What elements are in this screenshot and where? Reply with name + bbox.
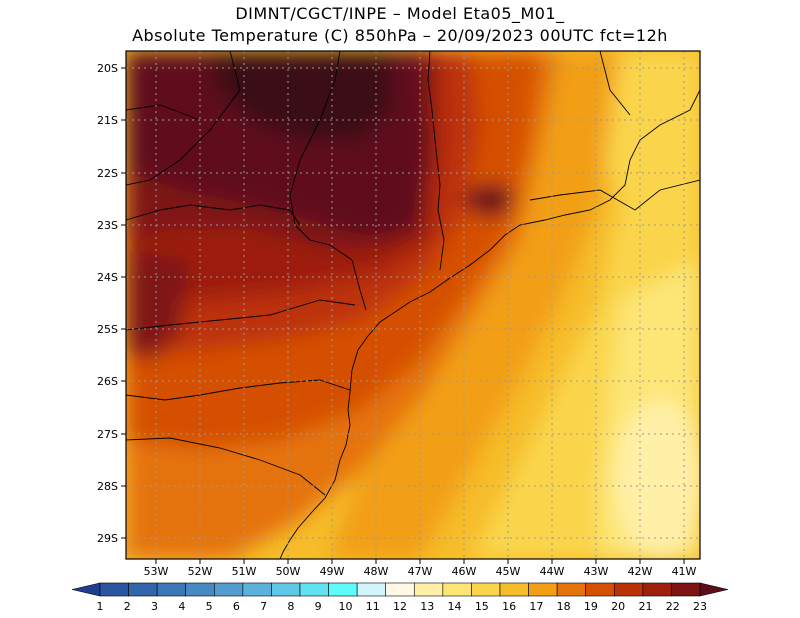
colorbar-label: 5 (206, 600, 213, 613)
colorbar-cell (471, 582, 501, 597)
colorbar-cell (385, 582, 415, 597)
colorbar-cell (528, 582, 558, 597)
colorbar-cell (442, 582, 472, 597)
lon-label: 45W (496, 565, 521, 578)
lon-label: 48W (364, 565, 389, 578)
lon-label: 49W (320, 565, 345, 578)
colorbar-cell (356, 582, 387, 597)
colorbar-label: 12 (393, 600, 407, 613)
lon-label: 46W (452, 565, 477, 578)
lat-label: 20S (97, 62, 118, 75)
title-line-2: Absolute Temperature (C) 850hPa – 20/09/… (132, 26, 668, 45)
colorbar-label: 1 (97, 600, 104, 613)
lon-label: 41W (672, 565, 697, 578)
lat-label: 29S (97, 532, 118, 545)
plot-frame (125, 50, 701, 560)
lat-label: 21S (97, 114, 118, 127)
colorbar-label: 21 (638, 600, 652, 613)
colorbar-arrow-high (699, 582, 729, 597)
colorbar-label: 2 (124, 600, 131, 613)
colorbar-cell (99, 582, 129, 597)
lon-label: 51W (232, 565, 257, 578)
colorbar-cell (328, 582, 358, 597)
colorbar-cell (499, 582, 529, 597)
colorbar-cell (128, 582, 158, 597)
colorbar-label: 7 (260, 600, 267, 613)
colorbar-label: 4 (178, 600, 185, 613)
lat-label: 26S (97, 375, 118, 388)
lat-label: 23S (97, 219, 118, 232)
colorbar-label: 11 (366, 600, 380, 613)
colorbar-cell (413, 582, 444, 597)
lon-label: 43W (584, 565, 609, 578)
colorbar-label: 19 (584, 600, 598, 613)
colorbar-arrow-low (71, 582, 101, 597)
colorbar-cell (299, 582, 329, 597)
lon-label: 44W (540, 565, 565, 578)
title-line-1: DIMNT/CGCT/INPE – Model Eta05_M01_ (235, 4, 565, 23)
colorbar-cell (271, 582, 301, 597)
colorbar-cell (242, 582, 272, 597)
colorbar: 1 2 3 4 5 6 7 8 9 10 11 12 13 14 15 16 17 18 19 20 21 22 23 (71, 582, 729, 613)
colorbar-label: 10 (338, 600, 352, 613)
colorbar-label: 15 (475, 600, 489, 613)
colorbar-cell (213, 582, 244, 597)
lon-label: 50W (276, 565, 301, 578)
lat-label: 24S (97, 271, 118, 284)
colorbar-label: 9 (315, 600, 322, 613)
axis-ticks (121, 67, 685, 564)
colorbar-cell (556, 582, 587, 597)
colorbar-label: 22 (666, 600, 680, 613)
colorbar-label: 18 (557, 600, 571, 613)
colorbar-cell (156, 582, 187, 597)
colorbar-cell (585, 582, 615, 597)
colorbar-label: 20 (611, 600, 625, 613)
lat-label: 27S (97, 428, 118, 441)
lat-label: 28S (97, 480, 118, 493)
colorbar-label: 3 (151, 600, 158, 613)
lon-label: 47W (408, 565, 433, 578)
colorbar-cell (671, 582, 701, 597)
temperature-field (126, 51, 700, 559)
lon-label: 53W (144, 565, 169, 578)
colorbar-label: 14 (448, 600, 462, 613)
lon-label: 52W (188, 565, 213, 578)
colorbar-label: 8 (287, 600, 294, 613)
map-grid (126, 51, 700, 559)
colorbar-label: 16 (502, 600, 516, 613)
lat-label: 25S (97, 323, 118, 336)
colorbar-cell (185, 582, 215, 597)
colorbar-label: 17 (529, 600, 543, 613)
colorbar-label: 6 (233, 600, 240, 613)
colorbar-cell (642, 582, 672, 597)
lat-label: 22S (97, 167, 118, 180)
colorbar-label: 23 (693, 600, 707, 613)
colorbar-label: 13 (420, 600, 434, 613)
lon-label: 42W (628, 565, 653, 578)
colorbar-cell (613, 582, 644, 597)
